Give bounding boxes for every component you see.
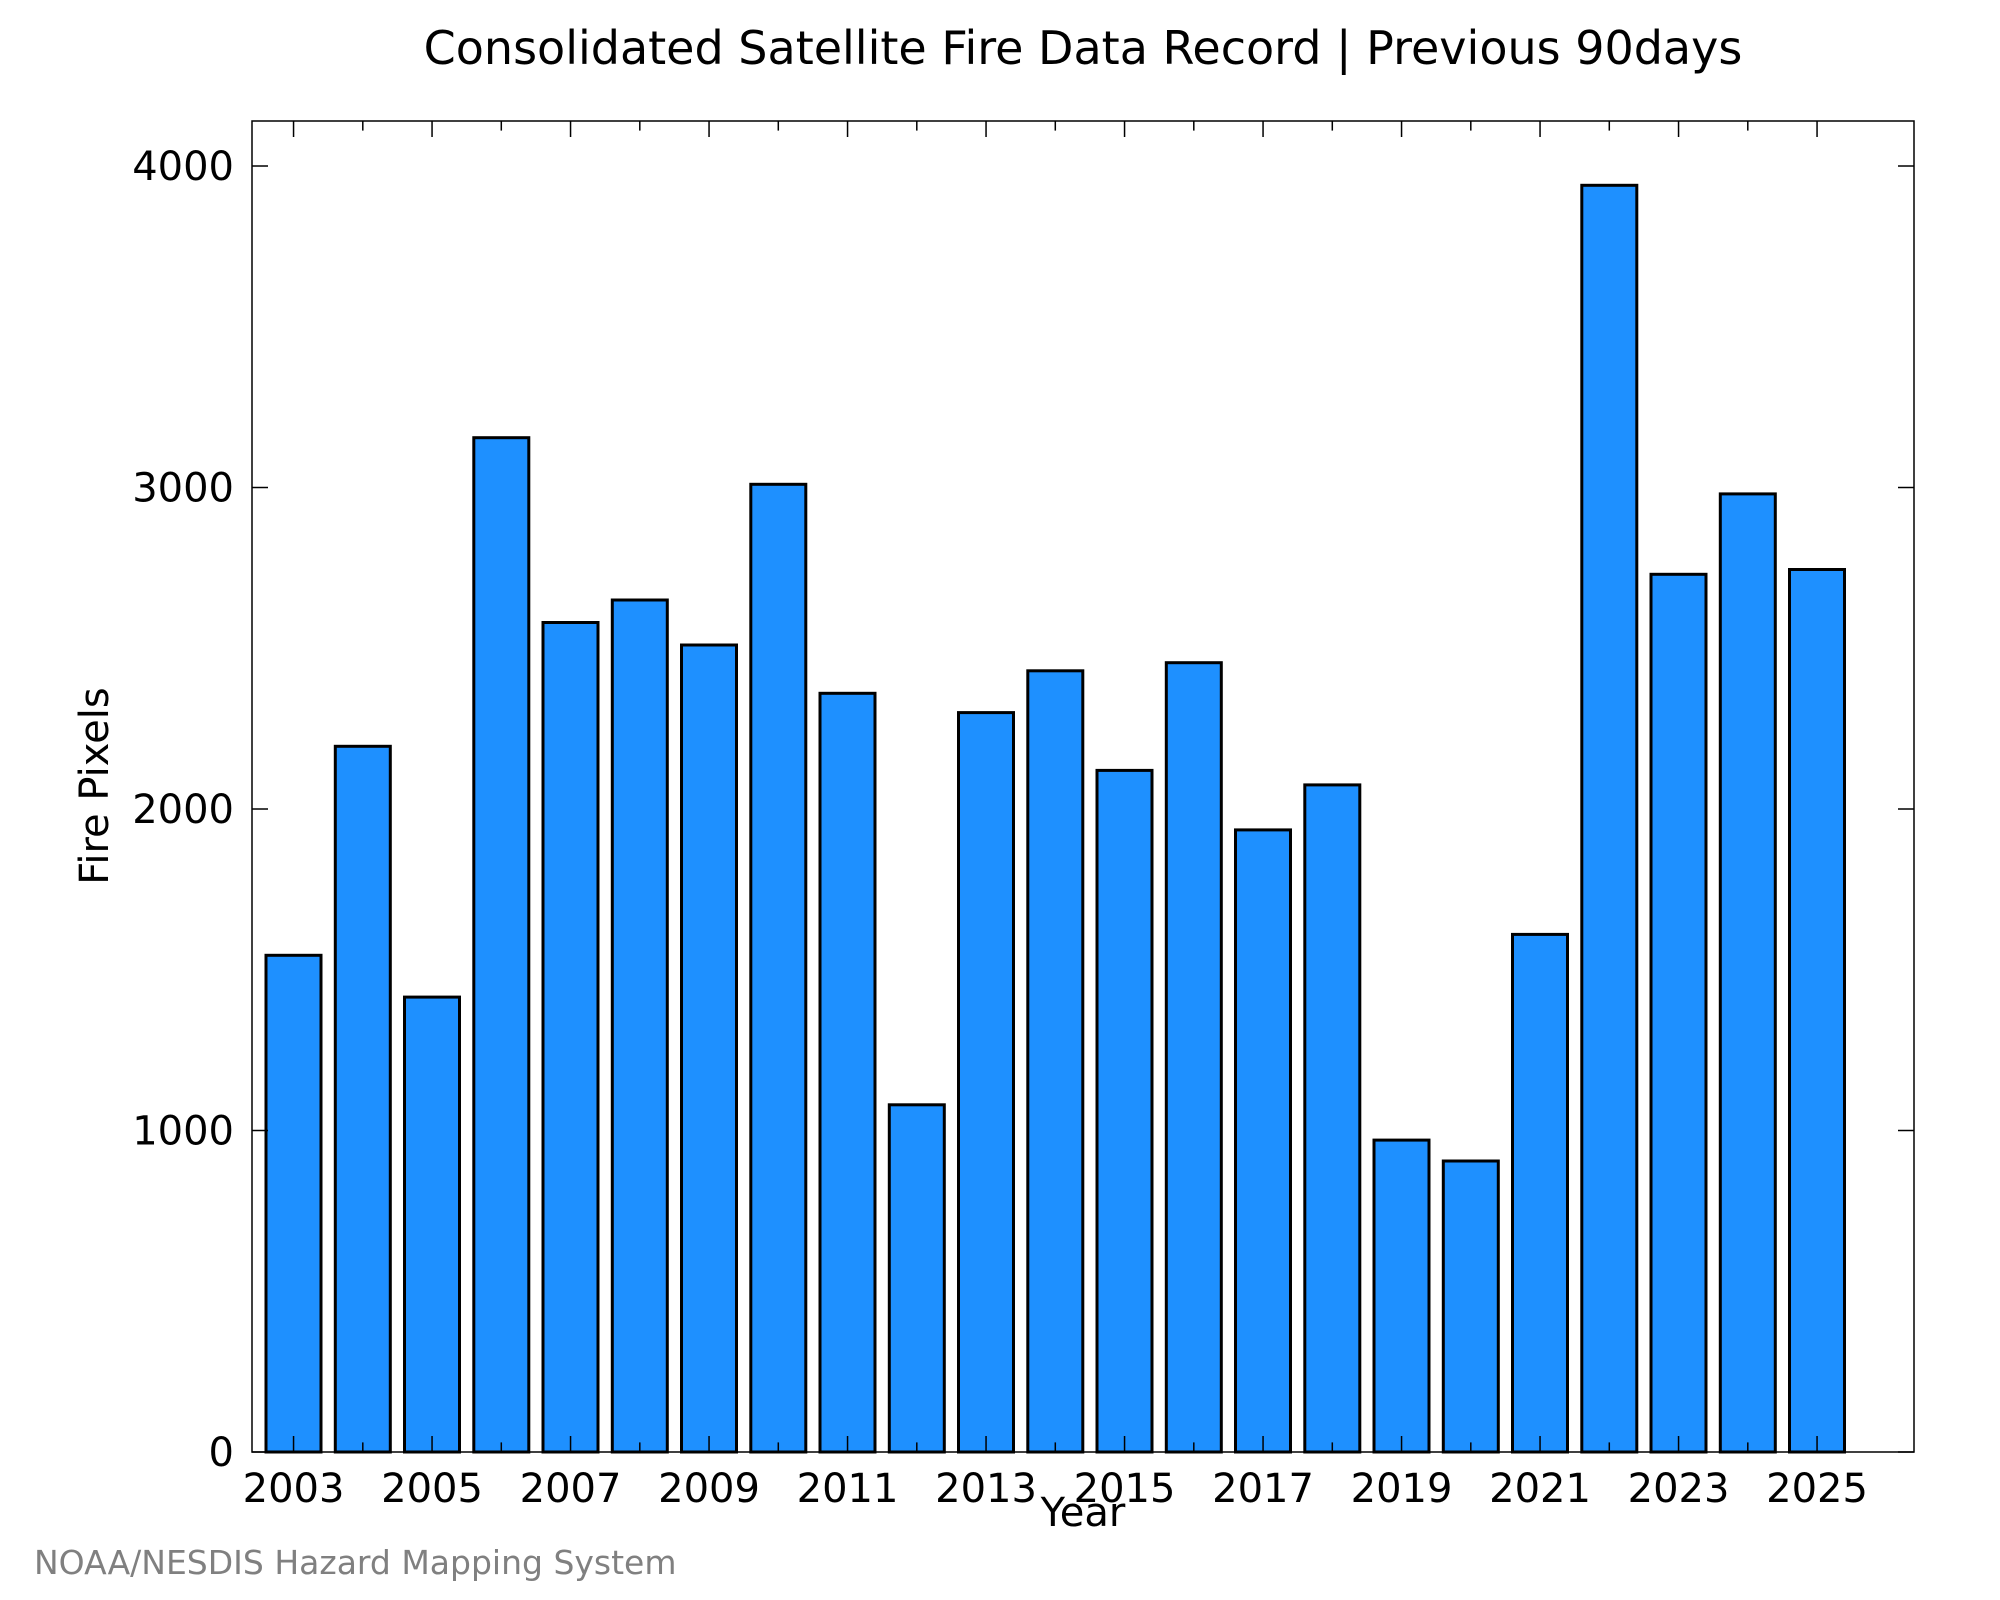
- bar-2012: [887, 1103, 946, 1454]
- x-tick-label: 2017: [1212, 1466, 1314, 1512]
- bar-2006: [472, 436, 531, 1454]
- credit-text: NOAA/NESDIS Hazard Mapping System: [34, 1543, 677, 1582]
- y-tick-label: 0: [209, 1430, 234, 1476]
- x-tick-label: 2003: [243, 1466, 345, 1512]
- y-tick-label: 4000: [132, 144, 234, 190]
- x-tick-label: 2015: [1074, 1466, 1176, 1512]
- bar-2016: [1164, 661, 1223, 1454]
- bar-2008: [610, 598, 669, 1454]
- bar-2020: [1441, 1159, 1500, 1454]
- chart-title: Consolidated Satellite Fire Data Record …: [424, 21, 1743, 76]
- bar-2024: [1718, 492, 1777, 1454]
- plot-frame: [251, 120, 1915, 1453]
- bar-2013: [957, 711, 1015, 1454]
- x-tick-label: 2013: [935, 1466, 1037, 1512]
- bar-2004: [333, 744, 392, 1454]
- y-tick-label: 3000: [132, 466, 234, 512]
- x-tick-label: 2007: [520, 1466, 622, 1512]
- bar-2007: [541, 621, 600, 1454]
- x-tick-label: 2021: [1489, 1466, 1591, 1512]
- bar-2015: [1095, 768, 1154, 1454]
- bar-2025: [1788, 568, 1846, 1454]
- bar-2021: [1511, 932, 1569, 1454]
- bar-2005: [403, 995, 461, 1454]
- x-tick-label: 2025: [1766, 1466, 1868, 1512]
- bar-2009: [680, 643, 738, 1454]
- x-tick-label: 2011: [797, 1466, 899, 1512]
- plot-area: 0 1000 2000 3000 4000 2003 2005 2007 2009 2011 201…: [132, 120, 1915, 1512]
- bar-2011: [818, 691, 877, 1454]
- bar-2018: [1303, 783, 1362, 1454]
- y-tick-label: 1000: [132, 1109, 234, 1155]
- bar-2003: [264, 953, 323, 1454]
- x-axis-label: Year: [1040, 1490, 1126, 1536]
- bar-2017: [1234, 828, 1292, 1454]
- bar-2019: [1372, 1138, 1431, 1454]
- bar-2023: [1649, 572, 1708, 1454]
- y-tick-label: 2000: [132, 787, 234, 833]
- x-tick-label: 2019: [1351, 1466, 1453, 1512]
- y-axis-label: Fire Pixels: [72, 687, 118, 884]
- x-tick-label: 2009: [658, 1466, 760, 1512]
- x-tick-label: 2023: [1628, 1466, 1730, 1512]
- x-tick-label: 2005: [381, 1466, 483, 1512]
- bar-2010: [749, 482, 808, 1454]
- bar-2022: [1580, 183, 1639, 1454]
- bar-2014: [1026, 669, 1085, 1454]
